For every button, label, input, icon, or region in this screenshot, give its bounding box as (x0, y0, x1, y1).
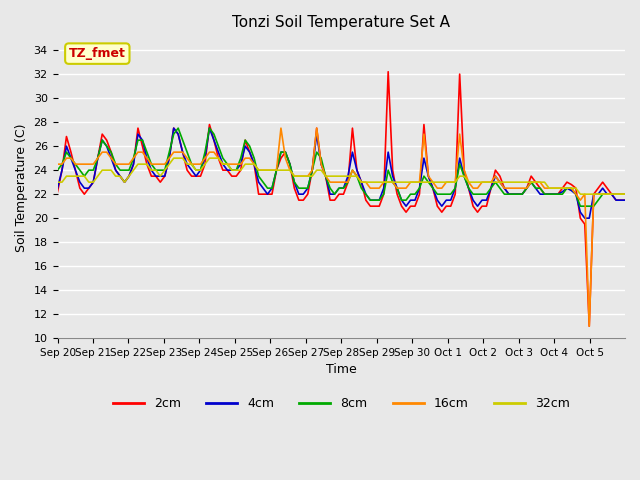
Text: TZ_fmet: TZ_fmet (69, 47, 125, 60)
Title: Tonzi Soil Temperature Set A: Tonzi Soil Temperature Set A (232, 15, 451, 30)
Y-axis label: Soil Temperature (C): Soil Temperature (C) (15, 124, 28, 252)
X-axis label: Time: Time (326, 363, 356, 376)
Legend: 2cm, 4cm, 8cm, 16cm, 32cm: 2cm, 4cm, 8cm, 16cm, 32cm (108, 393, 575, 416)
